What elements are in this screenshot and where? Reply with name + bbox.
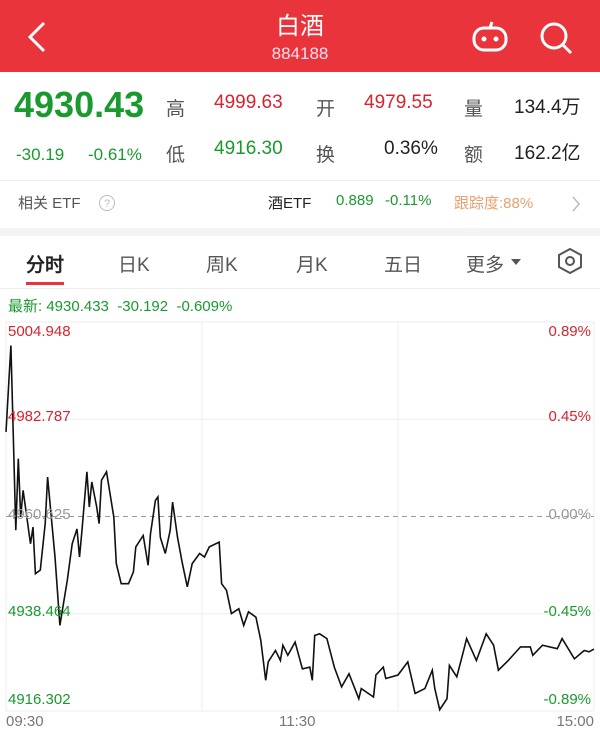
y-left-tick: 4982.787 (8, 408, 71, 426)
help-icon[interactable]: ? (98, 194, 116, 212)
latest-quote: 最新: 4930.433 -30.192 -0.609% (8, 298, 233, 315)
y-right-tick: 0.45% (548, 408, 591, 426)
etf-change: -0.11% (385, 192, 432, 209)
amount-label: 额 (464, 145, 484, 166)
amount-value: 162.2亿 (514, 143, 581, 164)
high-label: 高 (166, 99, 186, 120)
settings-icon[interactable] (555, 246, 585, 276)
y-right-tick: -0.45% (543, 602, 591, 620)
price-change: -30.19 (16, 145, 65, 164)
price-change-pct: -0.61% (88, 145, 142, 164)
x-tick: 09:30 (6, 713, 44, 730)
y-right-tick: 0.89% (548, 323, 591, 340)
svg-text:?: ? (104, 198, 110, 210)
search-icon[interactable] (538, 20, 574, 56)
volume-label: 量 (464, 99, 484, 120)
price-line (5, 345, 595, 712)
etf-tracking: 跟踪度:88% (454, 195, 534, 212)
tab-more[interactable]: 更多 (466, 255, 505, 276)
y-right-tick: 0.00% (548, 505, 591, 523)
related-etf-label: 相关 ETF (18, 195, 81, 212)
etf-name[interactable]: 酒ETF (268, 195, 312, 212)
tab-weekly-k[interactable]: 周K (206, 255, 238, 276)
y-left-tick: 4960.625 (8, 505, 71, 523)
current-price: 4930.43 (14, 84, 145, 125)
robot-icon[interactable] (470, 20, 510, 54)
tab-daily-k[interactable]: 日K (118, 255, 150, 276)
y-left-tick: 4938.464 (8, 602, 71, 620)
open-label: 开 (316, 99, 336, 120)
tab-intraday[interactable]: 分时 (26, 255, 65, 276)
low-label: 低 (166, 145, 186, 166)
page-title: 白酒 (276, 13, 324, 40)
chevron-left-icon[interactable] (22, 20, 52, 54)
etf-price: 0.889 (336, 192, 374, 209)
x-tick: 15:00 (556, 713, 594, 730)
chevron-right-icon[interactable] (570, 195, 582, 213)
high-value: 4999.63 (214, 92, 283, 113)
active-tab-indicator (26, 282, 64, 285)
y-left-tick: 5004.948 (8, 323, 71, 340)
y-left-tick: 4916.302 (8, 691, 71, 708)
index-code: 884188 (271, 44, 329, 63)
y-right-tick: -0.89% (543, 691, 591, 708)
turnover-value: 0.36% (384, 138, 438, 159)
low-value: 4916.30 (214, 138, 283, 159)
tab-five-day[interactable]: 五日 (384, 255, 423, 276)
header: 白酒 884188 (0, 0, 600, 72)
caret-down-icon (511, 259, 521, 265)
volume-value: 134.4万 (514, 97, 581, 118)
open-value: 4979.55 (364, 92, 433, 113)
x-tick: 11:30 (279, 713, 316, 730)
turnover-label: 换 (316, 145, 336, 166)
tab-monthly-k[interactable]: 月K (296, 255, 328, 276)
